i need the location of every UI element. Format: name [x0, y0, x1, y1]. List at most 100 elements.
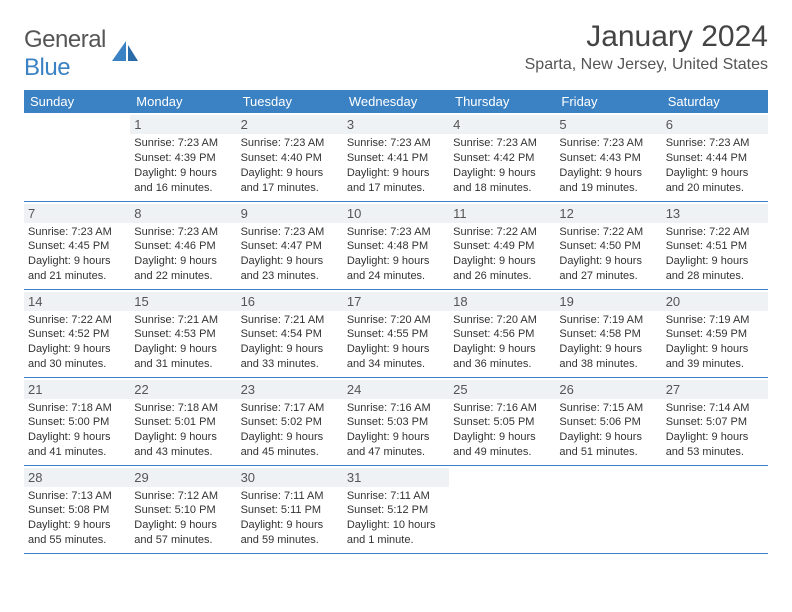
day-info: Sunrise: 7:15 AMSunset: 5:06 PMDaylight:… [559, 401, 657, 460]
day-number: 23 [237, 380, 343, 399]
calendar-day-cell: 7Sunrise: 7:23 AMSunset: 4:45 PMDaylight… [24, 201, 130, 289]
day-info: Sunrise: 7:19 AMSunset: 4:58 PMDaylight:… [559, 313, 657, 372]
day-number: 11 [449, 204, 555, 223]
location-subtitle: Sparta, New Jersey, United States [525, 56, 768, 74]
day-info: Sunrise: 7:20 AMSunset: 4:56 PMDaylight:… [453, 313, 551, 372]
calendar-day-cell: 24 Sunrise: 7:16 AMSunset: 5:03 PMDayligh… [343, 377, 449, 465]
day-info: Sunrise: 7:22 AMSunset: 4:50 PMDaylight:… [559, 225, 657, 284]
day-number: 31 [343, 468, 449, 487]
day-number: 21 [24, 380, 130, 399]
day-info: Sunrise: 7:20 AMSunset: 4:55 PMDaylight:… [347, 313, 445, 372]
brand-text-gray: General [24, 26, 106, 53]
calendar-day-cell: 9 Sunrise: 7:23 AMSunset: 4:47 PMDaylight… [237, 201, 343, 289]
calendar-day-cell: 19 Sunrise: 7:19 AMSunset: 4:58 PMDayligh… [555, 289, 661, 377]
calendar-day-cell: 20 Sunrise: 7:19 AMSunset: 4:59 PMDayligh… [662, 289, 768, 377]
day-number: 7 [24, 204, 130, 223]
weekday-header: Sunday [24, 90, 130, 113]
calendar-day-cell: 21 Sunrise: 7:18 AMSunset: 5:00 PMDayligh… [24, 377, 130, 465]
sail-icon [110, 39, 140, 70]
weekday-header: Wednesday [343, 90, 449, 113]
calendar-day-cell: 10Sunrise: 7:23 AMSunset: 4:48 PMDayligh… [343, 201, 449, 289]
day-info: Sunrise: 7:19 AMSunset: 4:59 PMDaylight:… [666, 313, 764, 372]
calendar-day-cell [662, 465, 768, 553]
calendar-day-cell: 27 Sunrise: 7:14 AMSunset: 5:07 PMDayligh… [662, 377, 768, 465]
day-number: 24 [343, 380, 449, 399]
day-number: 26 [555, 380, 661, 399]
calendar-day-cell: 12Sunrise: 7:22 AMSunset: 4:50 PMDayligh… [555, 201, 661, 289]
day-number: 1 [130, 115, 236, 134]
calendar-day-cell: 29Sunrise: 7:12 AMSunset: 5:10 PMDayligh… [130, 465, 236, 553]
day-info: Sunrise: 7:23 AMSunset: 4:42 PMDaylight:… [453, 136, 551, 195]
title-block: January 2024 Sparta, New Jersey, United … [525, 20, 768, 74]
day-number: 17 [343, 292, 449, 311]
day-info: Sunrise: 7:22 AMSunset: 4:52 PMDaylight:… [28, 313, 126, 372]
calendar-day-cell [555, 465, 661, 553]
day-info: Sunrise: 7:23 AMSunset: 4:43 PMDaylight:… [559, 136, 657, 195]
weekday-header: Tuesday [237, 90, 343, 113]
calendar-day-cell: 16 Sunrise: 7:21 AMSunset: 4:54 PMDayligh… [237, 289, 343, 377]
calendar-day-cell: 13 Sunrise: 7:22 AMSunset: 4:51 PMDayligh… [662, 201, 768, 289]
calendar-day-cell: 4 Sunrise: 7:23 AMSunset: 4:42 PMDaylight… [449, 113, 555, 201]
calendar-day-cell: 22Sunrise: 7:18 AMSunset: 5:01 PMDayligh… [130, 377, 236, 465]
day-info: Sunrise: 7:22 AMSunset: 4:51 PMDaylight:… [666, 225, 764, 284]
weekday-header: Saturday [662, 90, 768, 113]
day-info: Sunrise: 7:11 AMSunset: 5:11 PMDaylight:… [241, 489, 339, 548]
day-info: Sunrise: 7:21 AMSunset: 4:53 PMDaylight:… [134, 313, 232, 372]
day-info: Sunrise: 7:23 AMSunset: 4:47 PMDaylight:… [241, 225, 339, 284]
calendar-day-cell: 6 Sunrise: 7:23 AMSunset: 4:44 PMDaylight… [662, 113, 768, 201]
day-number: 30 [237, 468, 343, 487]
day-info: Sunrise: 7:12 AMSunset: 5:10 PMDaylight:… [134, 489, 232, 548]
day-number: 16 [237, 292, 343, 311]
day-number: 27 [662, 380, 768, 399]
calendar-day-cell: 14Sunrise: 7:22 AMSunset: 4:52 PMDayligh… [24, 289, 130, 377]
day-number: 13 [662, 204, 768, 223]
weekday-header: Friday [555, 90, 661, 113]
day-info: Sunrise: 7:14 AMSunset: 5:07 PMDaylight:… [666, 401, 764, 460]
calendar-day-cell [449, 465, 555, 553]
day-info: Sunrise: 7:23 AMSunset: 4:48 PMDaylight:… [347, 225, 445, 284]
day-number: 9 [237, 204, 343, 223]
brand-text: General Blue [24, 26, 106, 82]
calendar-day-cell: 28Sunrise: 7:13 AMSunset: 5:08 PMDayligh… [24, 465, 130, 553]
calendar-day-cell: 8 Sunrise: 7:23 AMSunset: 4:46 PMDaylight… [130, 201, 236, 289]
calendar-day-cell: 2Sunrise: 7:23 AMSunset: 4:40 PMDaylight… [237, 113, 343, 201]
calendar-day-cell: 3 Sunrise: 7:23 AMSunset: 4:41 PMDaylight… [343, 113, 449, 201]
day-number: 18 [449, 292, 555, 311]
day-info: Sunrise: 7:23 AMSunset: 4:41 PMDaylight:… [347, 136, 445, 195]
day-number: 28 [24, 468, 130, 487]
calendar-table: SundayMondayTuesdayWednesdayThursdayFrid… [24, 90, 768, 554]
calendar-day-cell: 17 Sunrise: 7:20 AMSunset: 4:55 PMDayligh… [343, 289, 449, 377]
calendar-day-cell: 5 Sunrise: 7:23 AMSunset: 4:43 PMDaylight… [555, 113, 661, 201]
day-number: 4 [449, 115, 555, 134]
day-info: Sunrise: 7:11 AMSunset: 5:12 PMDaylight:… [347, 489, 445, 548]
calendar-day-cell: 18 Sunrise: 7:20 AMSunset: 4:56 PMDayligh… [449, 289, 555, 377]
day-number: 8 [130, 204, 236, 223]
header: General Blue January 2024 Sparta, New Je… [24, 20, 768, 82]
day-info: Sunrise: 7:18 AMSunset: 5:01 PMDaylight:… [134, 401, 232, 460]
calendar-week-row: 7Sunrise: 7:23 AMSunset: 4:45 PMDaylight… [24, 201, 768, 289]
day-number: 19 [555, 292, 661, 311]
day-info: Sunrise: 7:16 AMSunset: 5:05 PMDaylight:… [453, 401, 551, 460]
calendar-day-cell: 26 Sunrise: 7:15 AMSunset: 5:06 PMDayligh… [555, 377, 661, 465]
day-info: Sunrise: 7:23 AMSunset: 4:44 PMDaylight:… [666, 136, 764, 195]
brand-logo: General Blue [24, 20, 140, 82]
day-number: 2 [237, 115, 343, 134]
calendar-day-cell: 1 Sunrise: 7:23 AMSunset: 4:39 PMDaylight… [130, 113, 236, 201]
day-info: Sunrise: 7:23 AMSunset: 4:46 PMDaylight:… [134, 225, 232, 284]
calendar-day-cell: 31 Sunrise: 7:11 AMSunset: 5:12 PMDayligh… [343, 465, 449, 553]
calendar-week-row: 21 Sunrise: 7:18 AMSunset: 5:00 PMDayligh… [24, 377, 768, 465]
calendar-header-row: SundayMondayTuesdayWednesdayThursdayFrid… [24, 90, 768, 113]
weekday-header: Monday [130, 90, 236, 113]
calendar-week-row: 14Sunrise: 7:22 AMSunset: 4:52 PMDayligh… [24, 289, 768, 377]
day-info: Sunrise: 7:16 AMSunset: 5:03 PMDaylight:… [347, 401, 445, 460]
day-number: 3 [343, 115, 449, 134]
day-number: 5 [555, 115, 661, 134]
day-number: 25 [449, 380, 555, 399]
page-title: January 2024 [525, 20, 768, 54]
day-number: 20 [662, 292, 768, 311]
day-info: Sunrise: 7:23 AMSunset: 4:39 PMDaylight:… [134, 136, 232, 195]
day-info: Sunrise: 7:21 AMSunset: 4:54 PMDaylight:… [241, 313, 339, 372]
day-info: Sunrise: 7:18 AMSunset: 5:00 PMDaylight:… [28, 401, 126, 460]
day-number: 6 [662, 115, 768, 134]
calendar-day-cell: 30 Sunrise: 7:11 AMSunset: 5:11 PMDayligh… [237, 465, 343, 553]
